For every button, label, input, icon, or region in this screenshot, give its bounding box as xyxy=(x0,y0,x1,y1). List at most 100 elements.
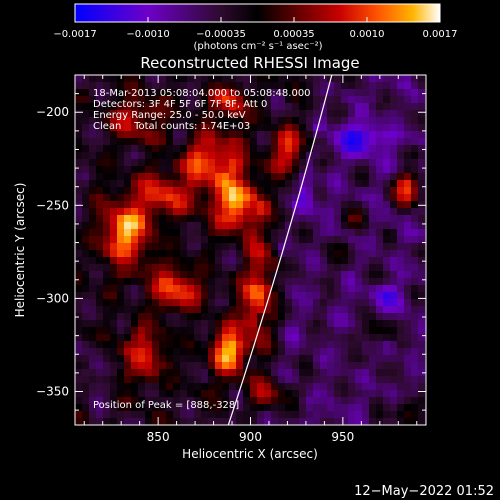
heatmap-cell xyxy=(159,229,167,237)
heatmap-cell xyxy=(306,166,314,174)
heatmap-cell xyxy=(292,418,300,425)
heatmap-cell xyxy=(145,208,153,216)
heatmap-cell xyxy=(243,327,251,335)
heatmap-cell xyxy=(173,159,181,167)
heatmap-cell xyxy=(390,229,398,237)
heatmap-cell xyxy=(131,82,139,90)
heatmap-cell xyxy=(390,124,398,132)
heatmap-cell xyxy=(278,145,286,153)
heatmap-cell xyxy=(138,159,146,167)
heatmap-cell xyxy=(278,257,286,265)
heatmap-cell xyxy=(89,75,97,83)
heatmap-cell xyxy=(138,271,146,279)
heatmap-cell xyxy=(131,376,139,384)
heatmap-cell xyxy=(208,278,216,286)
heatmap-cell xyxy=(418,250,426,258)
heatmap-cell xyxy=(166,222,174,230)
heatmap-cell xyxy=(327,124,335,132)
heatmap-cell xyxy=(173,369,181,377)
heatmap-cell xyxy=(404,376,412,384)
heatmap-cell xyxy=(376,103,384,111)
heatmap-cell xyxy=(110,166,118,174)
heatmap-cell xyxy=(327,404,335,412)
heatmap-cell xyxy=(229,418,237,425)
heatmap-cell xyxy=(250,418,258,425)
heatmap-cell xyxy=(208,341,216,349)
heatmap-cell xyxy=(369,131,377,139)
heatmap-cell xyxy=(89,145,97,153)
heatmap-cell xyxy=(264,124,272,132)
heatmap-cell xyxy=(355,327,363,335)
heatmap-cell xyxy=(299,187,307,195)
heatmap-cell xyxy=(215,369,223,377)
heatmap-cell xyxy=(124,376,132,384)
heatmap-cell xyxy=(124,75,132,83)
heatmap-cell xyxy=(110,313,118,321)
heatmap-cell xyxy=(348,285,356,293)
heatmap-cell xyxy=(89,390,97,398)
heatmap-cell xyxy=(159,131,167,139)
heatmap-cell xyxy=(348,173,356,181)
heatmap-cell xyxy=(390,299,398,307)
heatmap-cell xyxy=(411,145,419,153)
heatmap-cell xyxy=(306,180,314,188)
heatmap-cell xyxy=(75,229,83,237)
heatmap-cell xyxy=(397,348,405,356)
heatmap-cell xyxy=(341,215,349,223)
heatmap-cell xyxy=(320,362,328,370)
colorbar-tick-label: −0.0010 xyxy=(126,29,169,40)
heatmap-cell xyxy=(411,194,419,202)
heatmap-cell xyxy=(327,166,335,174)
heatmap-cell xyxy=(355,152,363,160)
heatmap-cell xyxy=(103,75,111,83)
heatmap-cell xyxy=(110,131,118,139)
heatmap-cell xyxy=(117,411,125,419)
heatmap-cell xyxy=(222,173,230,181)
heatmap-cell xyxy=(222,278,230,286)
heatmap-cell xyxy=(166,159,174,167)
heatmap-cell xyxy=(299,208,307,216)
heatmap-cell xyxy=(173,278,181,286)
heatmap-cell xyxy=(383,194,391,202)
heatmap-cell xyxy=(250,208,258,216)
heatmap-cell xyxy=(299,138,307,146)
heatmap-cell xyxy=(397,194,405,202)
heatmap-cell xyxy=(320,222,328,230)
heatmap-cell xyxy=(159,166,167,174)
heatmap-cell xyxy=(236,173,244,181)
heatmap-cell xyxy=(292,138,300,146)
heatmap-cell xyxy=(187,159,195,167)
heatmap-cell xyxy=(236,103,244,111)
heatmap-cell xyxy=(187,201,195,209)
heatmap-cell xyxy=(404,138,412,146)
heatmap-cell xyxy=(299,215,307,223)
heatmap-cell xyxy=(257,285,265,293)
heatmap-cell xyxy=(376,334,384,342)
heatmap-cell xyxy=(313,271,321,279)
heatmap-cell xyxy=(369,103,377,111)
heatmap-cell xyxy=(215,124,223,132)
heatmap-cell xyxy=(180,355,188,363)
heatmap-cell xyxy=(152,278,160,286)
heatmap-cell xyxy=(75,250,83,258)
heatmap-cell xyxy=(390,201,398,209)
heatmap-cell xyxy=(215,159,223,167)
heatmap-cell xyxy=(369,243,377,251)
heatmap-cell xyxy=(299,250,307,258)
heatmap-cell xyxy=(411,271,419,279)
x-tick-label: 950 xyxy=(331,430,354,444)
heatmap-cell xyxy=(264,390,272,398)
heatmap-cell xyxy=(257,278,265,286)
heatmap-cell xyxy=(110,390,118,398)
heatmap-cell xyxy=(418,376,426,384)
heatmap-cell xyxy=(131,404,139,412)
heatmap-cell xyxy=(418,208,426,216)
heatmap-cell xyxy=(390,376,398,384)
heatmap-cell xyxy=(138,229,146,237)
heatmap-cell xyxy=(257,75,265,83)
heatmap-cell xyxy=(103,110,111,118)
heatmap-cell xyxy=(271,222,279,230)
heatmap-cell xyxy=(362,82,370,90)
x-tick-label: 900 xyxy=(239,430,262,444)
heatmap-cell xyxy=(418,334,426,342)
